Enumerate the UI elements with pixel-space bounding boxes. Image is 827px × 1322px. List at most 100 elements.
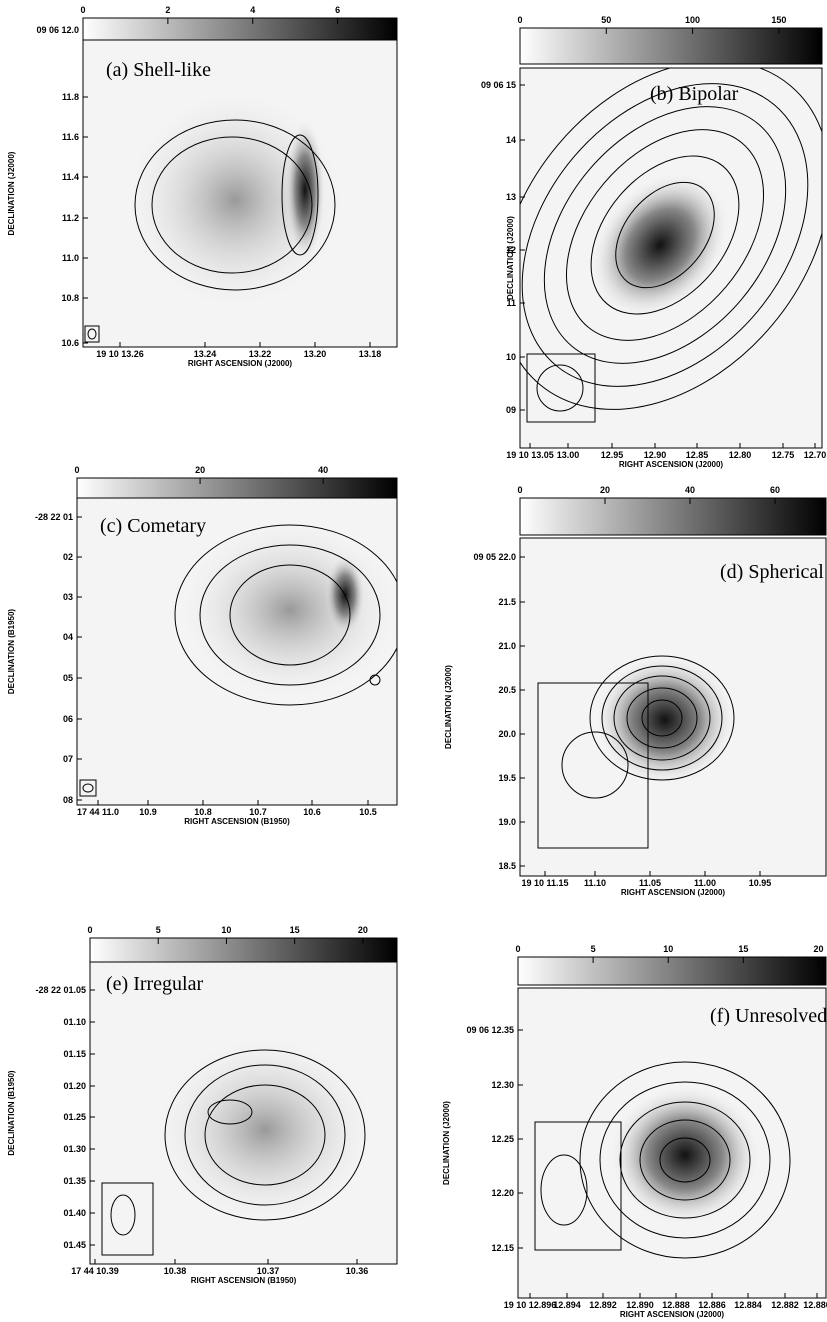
colorbar-tick-label: 10 — [221, 925, 231, 935]
x-tick-label: 11.10 — [584, 878, 606, 888]
beam-box — [534, 1121, 622, 1251]
colorbar-tick-label: 15 — [290, 925, 300, 935]
x-tick-label: 19 10 11.15 — [521, 878, 568, 888]
image — [79, 520, 397, 797]
contour — [626, 687, 698, 749]
contour — [134, 119, 336, 291]
y-tick-label: 12.25 — [491, 1134, 514, 1144]
x-axis-title: RIGHT ASCENSION (B1950) — [191, 1276, 297, 1285]
x-tick-label: 12.95 — [601, 450, 624, 460]
y-tick-label: 01.35 — [63, 1176, 86, 1186]
contour — [659, 1137, 711, 1183]
x-tick-label: 10.9 — [139, 807, 157, 817]
y-tick-label: 21.5 — [498, 597, 516, 607]
contour — [615, 181, 715, 289]
y-tick-label: 01.40 — [63, 1208, 86, 1218]
contour — [369, 674, 381, 686]
y-tick-label: 10 — [506, 352, 516, 362]
y-tick-label: 19.0 — [498, 817, 516, 827]
x-tick-label: 10.6 — [303, 807, 321, 817]
beam — [110, 1194, 136, 1236]
x-tick-label: 12.888 — [662, 1300, 690, 1310]
image — [534, 1061, 791, 1259]
contour — [590, 155, 740, 315]
y-tick-label: 09 05 22.0 — [473, 552, 516, 562]
y-tick-label: 04 — [63, 632, 73, 642]
colorbar-tick-label: 5 — [156, 925, 161, 935]
contour — [229, 564, 351, 666]
panel: 0 50 100 150 19 10 13.05 13.00 12.95 12.90 12.85… — [481, 15, 827, 469]
x-tick-label: 13.24 — [194, 349, 217, 359]
panel: 0 2 4 6 19 10 13.26 13.24 13.22 13.20 13.18 09 06… — [7, 5, 398, 368]
colorbar — [76, 477, 398, 499]
y-tick-label: -28 22 01 — [35, 512, 73, 522]
x-axis-title: RIGHT ASCENSION (B1950) — [184, 817, 290, 826]
y-tick-label: 13 — [506, 192, 516, 202]
colorbar-tick-label: 0 — [517, 15, 522, 25]
image — [537, 655, 735, 849]
x-tick-label: 12.75 — [772, 450, 795, 460]
y-tick-label: 11 — [506, 298, 516, 308]
y-axis-title: DECLINATION (B1950) — [7, 1070, 16, 1156]
y-tick-label: 11.0 — [62, 253, 79, 263]
x-tick-label: 10.8 — [194, 807, 212, 817]
y-tick-label: 01.45 — [63, 1240, 86, 1250]
y-tick-label: 19.5 — [498, 773, 516, 783]
x-tick-label: 12.85 — [686, 450, 709, 460]
colorbar-tick-label: 150 — [771, 15, 786, 25]
y-tick-label: 11.6 — [62, 132, 79, 142]
image-blob — [595, 655, 735, 785]
x-tick-label: 12.70 — [804, 450, 827, 460]
x-tick-label: 10.95 — [749, 878, 772, 888]
panel-label: (e) Irregular — [106, 973, 203, 995]
x-tick-label: 10.7 — [249, 807, 267, 817]
colorbar-tick-label: 0 — [74, 465, 79, 475]
x-tick-label: 12.892 — [589, 1300, 617, 1310]
x-axis-title: RIGHT ASCENSION (J2000) — [188, 359, 293, 368]
y-tick-label: 08 — [63, 795, 73, 805]
x-tick-label: 12.890 — [626, 1300, 654, 1310]
image-blob — [285, 120, 325, 260]
contour — [641, 699, 683, 737]
x-tick-label: 10.37 — [257, 1266, 280, 1276]
x-tick-label: 11.05 — [639, 878, 661, 888]
contour — [520, 68, 822, 410]
contour — [601, 665, 723, 771]
x-tick-label: 13.00 — [557, 450, 580, 460]
y-tick-label: 01.30 — [63, 1144, 86, 1154]
y-tick-label: 21.0 — [498, 641, 516, 651]
contour — [565, 129, 765, 341]
colorbar-tick-label: 6 — [335, 5, 340, 15]
y-tick-label: 06 — [63, 714, 73, 724]
x-tick-label: 10.5 — [359, 807, 377, 817]
colorbar-tick-label: 5 — [591, 944, 596, 954]
colorbar-tick-label: 0 — [87, 925, 92, 935]
contour — [151, 136, 313, 274]
colorbar — [519, 27, 823, 65]
panel-label: (b) Bipolar — [650, 83, 739, 105]
colorbar — [89, 937, 398, 963]
y-tick-label: 01.20 — [63, 1081, 86, 1091]
beam-box — [84, 325, 100, 343]
image — [520, 68, 822, 423]
image-blob — [610, 1085, 760, 1225]
y-tick-label: 12.20 — [491, 1188, 514, 1198]
beam-box — [537, 682, 649, 849]
x-tick-label: 19 10 12.896 — [504, 1300, 557, 1310]
x-axis-title: RIGHT ASCENSION (J2000) — [619, 460, 724, 469]
image-border — [517, 987, 827, 1299]
contour — [281, 134, 319, 256]
colorbar-tick-label: 10 — [663, 944, 673, 954]
contour — [199, 544, 381, 686]
x-tick-label: 12.884 — [734, 1300, 762, 1310]
y-tick-label: 10.6 — [61, 338, 79, 348]
x-tick-label: 12.886 — [698, 1300, 726, 1310]
panel-label: (d) Spherical — [720, 561, 824, 583]
image-blob — [591, 172, 729, 318]
x-tick-label: 13.22 — [249, 349, 272, 359]
y-tick-label: 07 — [63, 754, 73, 764]
image-blob — [155, 1035, 375, 1225]
